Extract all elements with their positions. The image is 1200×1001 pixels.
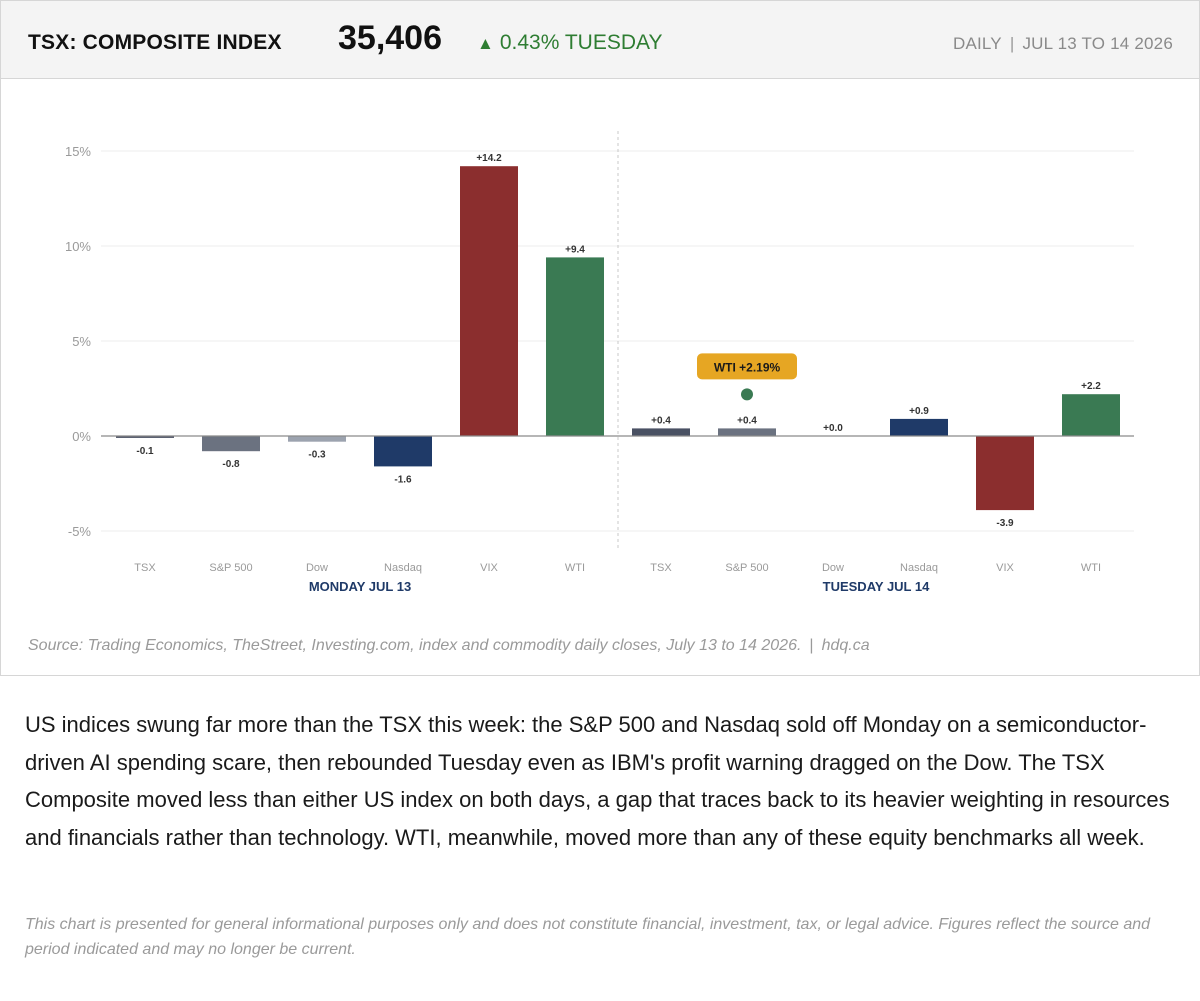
data-label: -0.1 [136,446,154,457]
x-tick-label: VIX [996,562,1014,574]
y-tick-label: 5% [72,334,91,349]
data-label: +0.0 [823,423,843,434]
source-text: Source: Trading Economics, TheStreet, In… [28,637,802,654]
data-label: +0.9 [909,406,929,417]
bar-chart: -5% 0% 5% 10% 15% -0.1 TSX -0.8 S&P 500 -0.3 Dow -1… [65,131,1134,594]
bar [546,257,604,436]
frequency-label: DAILY [952,34,1002,53]
x-tick-label: TSX [134,562,156,574]
period-label: DAILY | JUL 13 TO 14 2026 [953,34,1173,54]
y-tick-label: 10% [65,239,91,254]
up-arrow-icon: ▲ [477,34,494,53]
x-tick-label: Nasdaq [384,562,422,574]
bar [116,436,174,438]
index-title: TSX: COMPOSITE INDEX [28,31,282,54]
bar [718,428,776,436]
data-label: -0.8 [222,459,240,470]
group-label: TUESDAY JUL 14 [823,579,930,594]
data-label: +9.4 [565,244,585,255]
x-tick-label: Nasdaq [900,562,938,574]
data-label: +0.4 [737,415,757,426]
bar [202,436,260,452]
index-change: ▲ 0.43% TUESDAY [477,31,662,55]
date-range: JUL 13 TO 14 2026 [1022,34,1173,53]
bar [288,436,346,442]
annotation-dot [741,388,753,401]
disclaimer-text: This chart is presented for general info… [25,916,1151,958]
change-text: 0.43% TUESDAY [499,31,663,54]
bar [460,166,518,436]
data-label: +14.2 [476,153,502,164]
x-tick-label: S&P 500 [725,562,768,574]
bar [1062,394,1120,436]
data-label: -1.6 [394,474,412,485]
chart-card: TSX: COMPOSITE INDEX 35,406 ▲ 0.43% TUESD… [0,0,1200,676]
y-tick-label: -5% [68,524,92,539]
bar [632,428,690,436]
data-label: +0.4 [651,415,671,426]
data-label: -0.3 [308,450,326,461]
annotation-label: WTI +2.19% [714,360,781,374]
group-label: MONDAY JUL 13 [309,579,411,594]
x-tick-label: WTI [1081,562,1101,574]
x-tick-label: VIX [480,562,498,574]
source-separator: | [809,637,814,654]
chart-header: TSX: COMPOSITE INDEX 35,406 ▲ 0.43% TUESD… [1,1,1199,79]
x-tick-label: Dow [822,562,844,574]
x-tick-label: WTI [565,562,585,574]
x-tick-label: Dow [306,562,328,574]
commentary-text: US indices swung far more than the TSX t… [25,712,1170,850]
x-tick-label: S&P 500 [209,562,252,574]
bar [890,418,948,436]
y-tick-label: 0% [72,429,91,444]
bar [976,436,1034,511]
data-label: -3.9 [996,518,1014,529]
data-label: +2.2 [1081,381,1101,392]
period-separator: | [1009,34,1015,53]
annotation-badge [697,353,797,380]
bar [374,436,432,467]
index-value: 35,406 [338,19,442,57]
y-tick-label: 15% [65,144,91,159]
x-tick-label: TSX [650,562,672,574]
source-note: Source: Trading Economics, TheStreet, In… [28,637,870,655]
site-link[interactable]: hdq.ca [821,637,870,654]
